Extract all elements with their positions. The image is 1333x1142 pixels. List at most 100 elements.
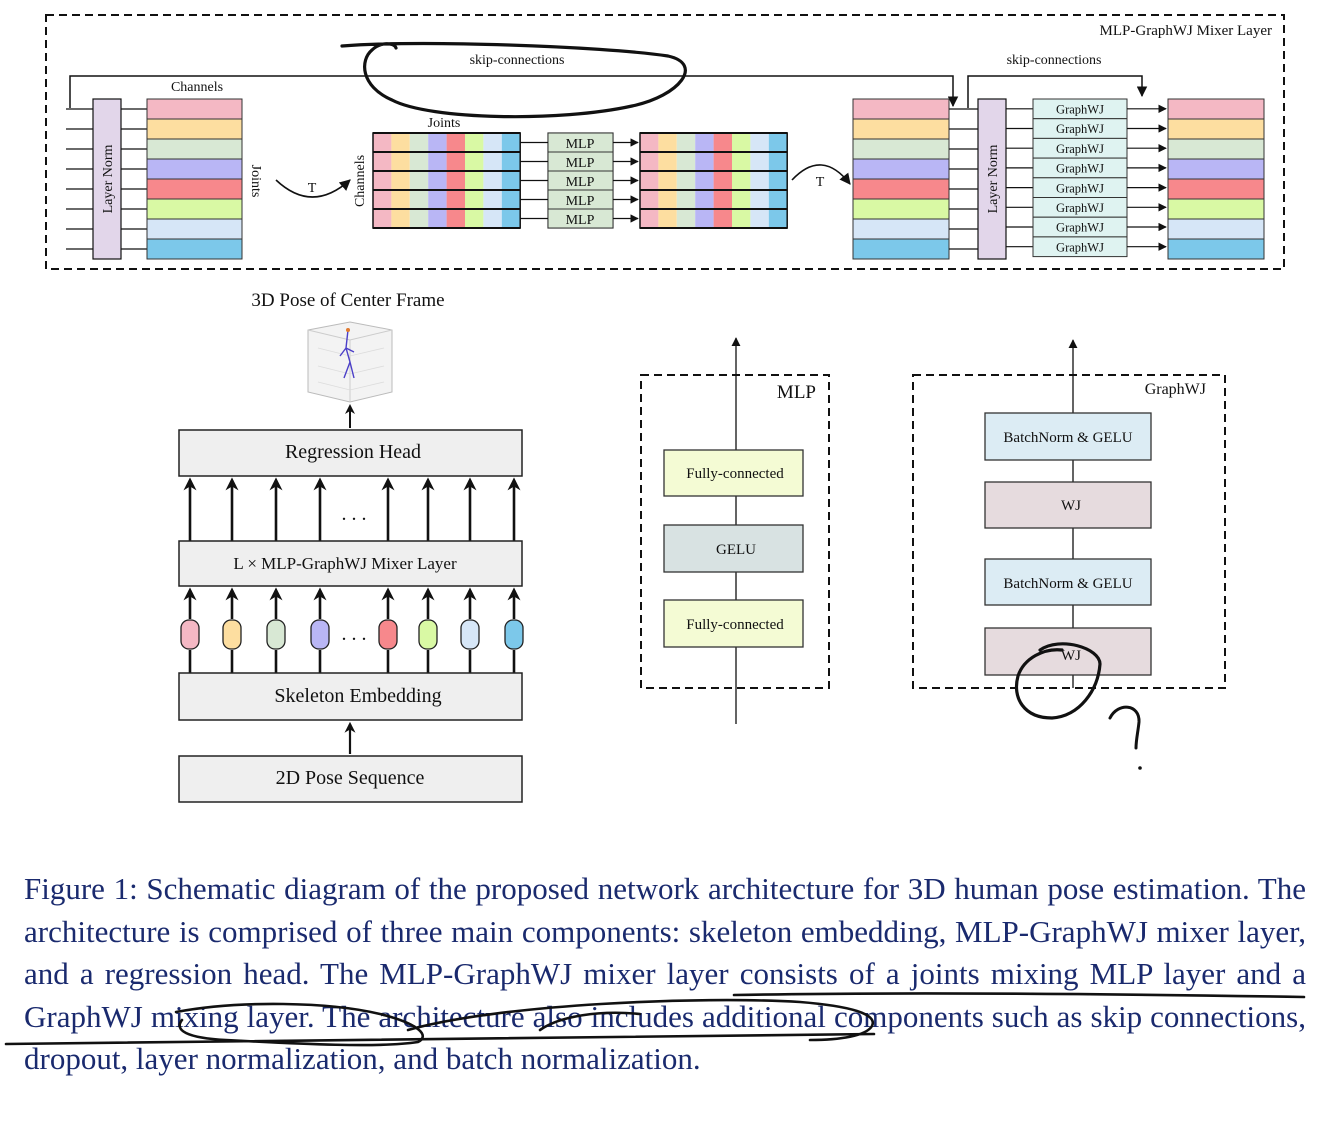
matrix-column <box>391 133 410 228</box>
joint-token <box>378 619 398 650</box>
graphwj-cell-label: GraphWJ <box>1056 142 1104 156</box>
joint-token <box>310 619 330 650</box>
joints-side-label: Joints <box>248 165 263 198</box>
graphwj-bn-1 <box>984 412 1152 461</box>
input-lines <box>66 108 93 250</box>
mixer-layer-panel: MLP-GraphWJ Mixer Layer skip-connections… <box>45 14 1285 270</box>
graphwj-block: GraphWJ BatchNorm & GELU WJ BatchNorm & … <box>912 339 1226 770</box>
channel-stack-3-row <box>1167 198 1265 220</box>
stack-2-outputs <box>949 108 978 250</box>
channel-stack-2-row <box>852 118 950 140</box>
figure-caption: Figure 1: Schematic diagram of the propo… <box>24 871 1306 1076</box>
matrix-column <box>750 133 769 228</box>
3d-pose-plot <box>307 321 393 403</box>
channel-stack-2-row <box>852 198 950 220</box>
joints-top-label: Joints <box>428 116 461 131</box>
joint-token <box>460 619 480 650</box>
channel-stack-1-row <box>146 158 243 180</box>
channel-stack-2-row <box>852 218 950 240</box>
matrix-column <box>501 133 521 228</box>
mlp-cell-label: MLP <box>566 175 595 190</box>
graphwj-cell-label: GraphWJ <box>1056 221 1104 235</box>
pose-sequence-label: 2D Pose Sequence <box>276 767 425 789</box>
pose-title: 3D Pose of Center Frame <box>251 290 444 311</box>
pipeline: 3D Pose of Center Frame Regression Head … <box>178 290 524 803</box>
joint-token <box>266 619 286 650</box>
channel-stack-1-row <box>146 98 243 120</box>
matrix-column <box>676 133 696 228</box>
joint-token <box>180 619 200 650</box>
matrix-column <box>409 133 429 228</box>
transpose-label-1: T <box>308 181 317 196</box>
graphwj-cell-label: GraphWJ <box>1056 201 1104 215</box>
graphwj-wj-2 <box>984 627 1152 676</box>
channel-stack-2-row <box>852 98 950 120</box>
matrix-border <box>639 132 788 229</box>
mlp-block: MLP Fully-connected GELU Fully-connected <box>640 337 830 724</box>
graphwj-cell-label: GraphWJ <box>1056 103 1104 117</box>
handwritten-wj-circle <box>1015 642 1102 720</box>
ellipsis-lower: . . . <box>342 623 367 645</box>
channels-side-label: Channels <box>353 155 368 207</box>
matrix-column <box>695 133 714 228</box>
joint-token <box>222 619 242 650</box>
graphwj-column: GraphWJ GraphWJ GraphWJ GraphWJ GraphWJ Graph… <box>1006 98 1167 258</box>
mlp-fc-1 <box>663 449 804 497</box>
graphwj-bn-2-label: BatchNorm & GELU <box>1003 576 1132 592</box>
matrix-column <box>483 133 502 228</box>
matrix-column <box>713 133 732 228</box>
channel-stack-2-row <box>852 138 950 160</box>
mixer-layer-label: L × MLP-GraphWJ Mixer Layer <box>233 554 457 573</box>
mixer-to-head-arrows <box>183 477 521 541</box>
handwritten-question-dot <box>1138 766 1142 770</box>
matrix-column <box>446 133 465 228</box>
channel-stack-3-row <box>1167 238 1265 260</box>
handwritten-question-mark <box>1108 705 1141 750</box>
ellipsis-upper: . . . <box>342 503 367 525</box>
channel-stack-3-row <box>1167 178 1265 200</box>
regression-head-label: Regression Head <box>285 441 421 463</box>
skip-connection-right-label: skip-connections <box>1007 53 1102 68</box>
mixer-layer-box <box>178 540 523 587</box>
channels-label: Channels <box>171 80 223 95</box>
channel-stack-1-row <box>146 198 243 220</box>
mlp-cell-label: MLP <box>566 137 595 152</box>
graphwj-cell-label: GraphWJ <box>1056 240 1104 254</box>
graphwj-cell-label: GraphWJ <box>1056 122 1104 136</box>
mlp-cell-label: MLP <box>566 194 595 209</box>
layer-norm-2-label: Layer Norm <box>986 144 1001 213</box>
matrix-column <box>428 133 447 228</box>
channel-stack-1-row <box>146 118 243 140</box>
layer-norm-1 <box>92 98 122 260</box>
channel-stack-3-row <box>1167 118 1265 140</box>
graphwj-bn-1-label: BatchNorm & GELU <box>1003 430 1132 446</box>
transpose-arrow-2 <box>791 164 851 185</box>
layer-norm-1-label: Layer Norm <box>101 144 116 213</box>
matrix-column <box>732 133 751 228</box>
mlp-block-title: MLP <box>777 382 816 403</box>
channel-stack-3-row <box>1167 138 1265 160</box>
graphwj-wj-1 <box>984 481 1152 529</box>
matrix-column <box>640 133 659 228</box>
channel-stack-1-row <box>146 138 243 160</box>
channel-stack-2-row <box>852 178 950 200</box>
skip-connection-left-label: skip-connections <box>470 53 565 68</box>
skip-connection-right-line <box>967 75 1148 108</box>
regression-head-box <box>178 429 523 477</box>
mlp-fc-2 <box>663 599 804 648</box>
channel-stack-3-row <box>1167 218 1265 240</box>
mlp-gelu-label: GELU <box>716 542 756 558</box>
graphwj-cell-label: GraphWJ <box>1056 162 1104 176</box>
graphwj-block-title: GraphWJ <box>1145 381 1206 398</box>
transposed-matrix-2 <box>639 132 788 229</box>
channel-stack-2-row <box>852 238 950 260</box>
mlp-fc-1-label: Fully-connected <box>686 466 784 482</box>
graphwj-cell-label: GraphWJ <box>1056 181 1104 195</box>
channel-stack-1-row <box>146 178 243 200</box>
mlp-block-border <box>640 374 830 689</box>
transposed-matrix-1 <box>372 132 521 229</box>
matrix-column <box>465 133 484 228</box>
graphwj-wj-1-label: WJ <box>1061 498 1081 514</box>
mlp-fc-2-label: Fully-connected <box>686 617 784 633</box>
